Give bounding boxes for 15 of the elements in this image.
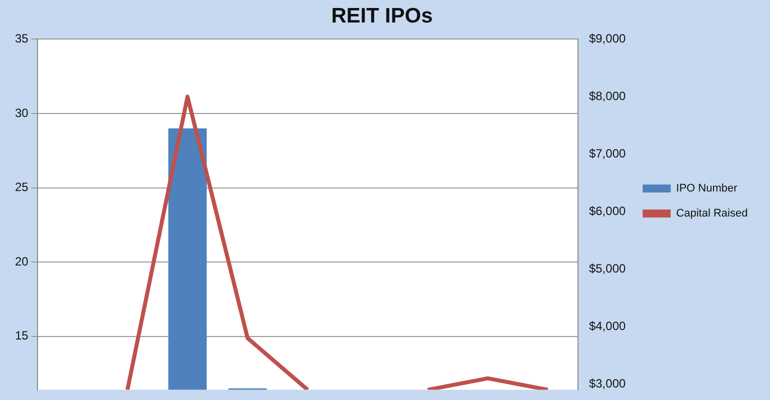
y-tick-label: 35 xyxy=(14,32,29,46)
legend-label: IPO Number xyxy=(676,182,738,195)
chart-title: REIT IPOs xyxy=(331,4,433,28)
y2-tick-label: $5,000 xyxy=(588,261,626,276)
y2-tick-label: $6,000 xyxy=(588,204,626,218)
y2-tick-label: $7,000 xyxy=(588,146,626,160)
y-tick-label: 25 xyxy=(14,180,29,194)
legend-label: Capital Raised xyxy=(676,208,748,220)
y-tick-label: 15 xyxy=(14,328,29,343)
y2-tick-label: $3,000 xyxy=(588,376,626,390)
y2-tick-label: $8,000 xyxy=(588,88,626,103)
y-tick-label: 30 xyxy=(14,106,29,120)
y2-tick-label: $4,000 xyxy=(588,318,626,333)
y-tick-label: 20 xyxy=(14,254,29,268)
y2-tick-label: $9,000 xyxy=(588,32,626,46)
